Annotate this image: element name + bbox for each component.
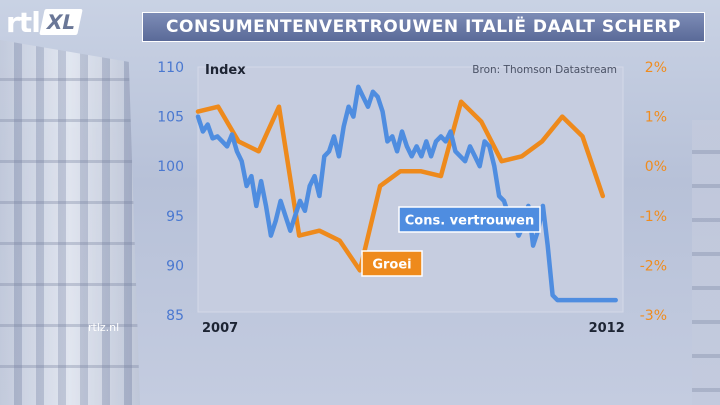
series-layer [195, 84, 618, 303]
right-tick-label: -1% [640, 209, 667, 225]
right-tick-label: 1% [645, 110, 667, 126]
chart-title-bar: CONSUMENTENVERTROUWEN ITALIË DAALT SCHER… [142, 12, 705, 42]
x-tick-label: 2007 [202, 321, 238, 336]
y-axis-label: Index [205, 63, 246, 78]
left-tick-label: 110 [157, 60, 184, 76]
right-tick-label: 2% [645, 60, 667, 76]
left-tick-label: 105 [157, 110, 184, 126]
left-tick-label: 85 [166, 308, 184, 324]
series-line-groei [195, 99, 606, 273]
website-watermark: rtlz.nl [88, 321, 120, 334]
right-tick-label: -3% [640, 308, 667, 324]
series-labels: Cons. vertrouwen Groei [361, 206, 541, 277]
logo-rtl-text: rtl [6, 5, 41, 39]
label-cons-vertrouwen: Cons. vertrouwen [398, 206, 541, 233]
label-groei-box [361, 250, 423, 277]
left-tick-label: 95 [166, 209, 184, 225]
channel-logo: rtl XL [6, 5, 83, 39]
label-cons-vertrouwen-box [398, 206, 541, 233]
right-tick-label: -2% [640, 258, 667, 274]
chart-title: CONSUMENTENVERTROUWEN ITALIË DAALT SCHER… [166, 17, 681, 37]
right-tick-label: 0% [645, 159, 667, 175]
x-tick-label: 2012 [589, 321, 625, 336]
series-line-cons-vertrouwen [195, 84, 618, 303]
label-groei-text: Groei [372, 258, 411, 273]
left-tick-label: 100 [157, 159, 184, 175]
background-tower-image [0, 40, 140, 405]
left-axis: 85 90 95 100 105 110 [157, 60, 184, 324]
source-label: Bron: Thomson Datastream [472, 64, 617, 76]
label-cons-vertrouwen-text: Cons. vertrouwen [405, 214, 535, 229]
background-tower-right-image [692, 120, 720, 405]
x-axis: 2007 2012 [202, 321, 625, 336]
label-groei: Groei [361, 250, 423, 277]
left-tick-label: 90 [166, 258, 184, 274]
right-axis: -3% -2% -1% 0% 1% 2% [640, 60, 667, 324]
